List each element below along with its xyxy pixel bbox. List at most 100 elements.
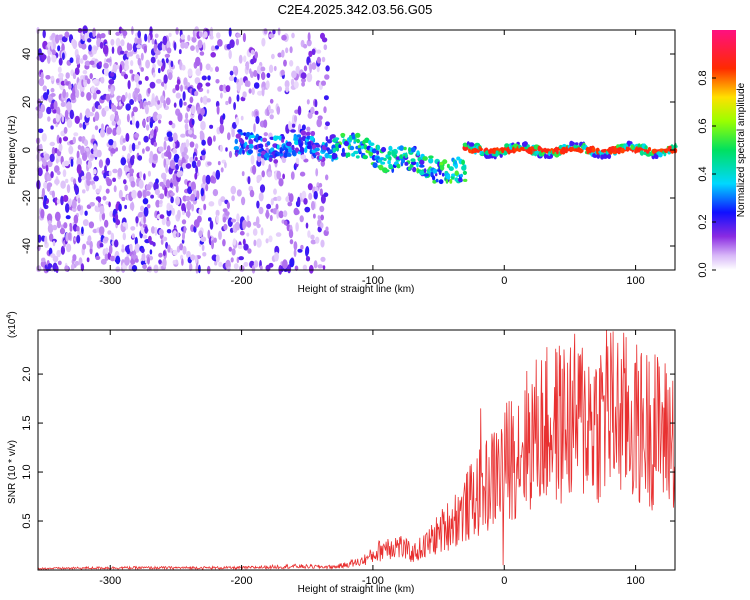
- heatmap-cell: [313, 213, 316, 219]
- heatmap-cell: [238, 54, 243, 64]
- heatmap-cell: [202, 174, 207, 185]
- heatmap-cell: [75, 57, 80, 65]
- heatmap-cell: [190, 105, 196, 115]
- heatmap-cell: [195, 156, 198, 162]
- heatmap-cell: [248, 143, 254, 149]
- heatmap-cell: [59, 227, 66, 235]
- heatmap-cell: [171, 207, 175, 216]
- heatmap-cell: [363, 144, 368, 150]
- heatmap-cell: [320, 214, 324, 221]
- heatmap-cell: [247, 176, 251, 185]
- heatmap-cell: [130, 226, 136, 231]
- heatmap-cell: [295, 65, 300, 74]
- heatmap-cell: [320, 239, 325, 248]
- heatmap-cell: [449, 179, 453, 184]
- heatmap-cell: [82, 152, 88, 161]
- heatmap-cell: [114, 239, 119, 248]
- heatmap-cell: [144, 104, 149, 115]
- heatmap-cell: [309, 63, 312, 74]
- heatmap-cell: [92, 27, 96, 38]
- snr-scale-base: (x10: [7, 318, 18, 338]
- heatmap-cell: [110, 232, 115, 241]
- heatmap-cell: [196, 84, 201, 90]
- heatmap-cell: [47, 116, 51, 122]
- heatmap-cell: [75, 91, 79, 98]
- heatmap-cell: [252, 164, 257, 175]
- heatmap-cell: [306, 39, 312, 47]
- heatmap-cell: [257, 153, 262, 157]
- heatmap-cell: [306, 144, 312, 150]
- heatmap-cell: [83, 139, 89, 147]
- heatmap-cell: [45, 164, 49, 173]
- heatmap-cell: [181, 219, 187, 225]
- heatmap-cell: [194, 172, 198, 180]
- heatmap-cell: [115, 31, 121, 36]
- heatmap-cell: [40, 208, 45, 219]
- heatmap-cell: [88, 112, 94, 117]
- heatmap-cell: [112, 63, 118, 74]
- heatmap-cell: [54, 211, 61, 222]
- heatmap-cell: [288, 193, 294, 203]
- heatmap-cell: [103, 67, 109, 77]
- spectrogram-y-label: Frequency (Hz): [7, 116, 18, 185]
- heatmap-cell: [56, 220, 62, 229]
- heatmap-cell: [315, 144, 321, 148]
- heatmap-cell: [273, 65, 277, 72]
- heatmap-cell: [294, 137, 299, 141]
- heatmap-cell: [215, 45, 219, 50]
- heatmap-cell: [60, 180, 66, 189]
- heatmap-cell: [164, 53, 171, 58]
- y-tick-label: 0.5: [21, 513, 33, 528]
- heatmap-cell: [208, 201, 215, 207]
- heatmap-cell: [231, 248, 236, 256]
- heatmap-cell: [62, 136, 69, 142]
- heatmap-cell: [76, 157, 82, 167]
- heatmap-cell: [654, 155, 658, 159]
- heatmap-cell: [224, 161, 227, 169]
- heatmap-cell: [253, 239, 257, 247]
- heatmap-cell: [115, 37, 121, 47]
- colorbar: 0.0 0.2 0.4 0.6 0.8 Normalized spectral ampl…: [697, 30, 747, 278]
- heatmap-cell: [387, 160, 391, 165]
- heatmap-cell: [215, 66, 219, 73]
- heatmap-cell: [66, 101, 72, 112]
- heatmap-cell: [289, 239, 294, 245]
- heatmap-cell: [282, 173, 285, 180]
- heatmap-cell: [38, 128, 44, 134]
- heatmap-cell: [181, 258, 184, 266]
- heatmap-cell: [236, 94, 240, 102]
- heatmap-cell: [198, 230, 203, 238]
- heatmap-cell: [37, 167, 43, 177]
- heatmap-cell: [151, 38, 155, 45]
- heatmap-cell: [260, 66, 266, 72]
- heatmap-cell: [263, 132, 268, 137]
- heatmap-cell: [197, 215, 202, 223]
- heatmap-cell: [215, 254, 220, 263]
- heatmap-cell: [319, 205, 325, 213]
- heatmap-cell: [316, 56, 321, 64]
- heatmap-cell: [66, 118, 73, 128]
- y-tick-label: 2.0: [21, 366, 33, 381]
- heatmap-cell: [243, 261, 249, 267]
- heatmap-cell: [85, 171, 92, 182]
- heatmap-cell: [112, 127, 117, 136]
- heatmap-cell: [82, 69, 88, 75]
- heatmap-cell: [213, 135, 216, 142]
- heatmap-cell: [152, 153, 158, 161]
- heatmap-cell: [145, 146, 150, 152]
- heatmap-cell: [37, 110, 43, 119]
- heatmap-cell: [147, 87, 151, 94]
- heatmap-cell: [185, 139, 190, 148]
- heatmap-cell: [161, 217, 166, 226]
- heatmap-cell: [217, 39, 223, 47]
- heatmap-cell: [115, 202, 120, 211]
- heatmap-cell: [323, 192, 329, 197]
- heatmap-cell: [99, 212, 102, 222]
- heatmap-cell: [275, 232, 282, 237]
- heatmap-cell: [74, 115, 81, 124]
- heatmap-cell: [303, 43, 308, 49]
- heatmap-cell: [213, 237, 217, 243]
- heatmap-cell: [410, 158, 416, 163]
- heatmap-cell: [98, 61, 102, 66]
